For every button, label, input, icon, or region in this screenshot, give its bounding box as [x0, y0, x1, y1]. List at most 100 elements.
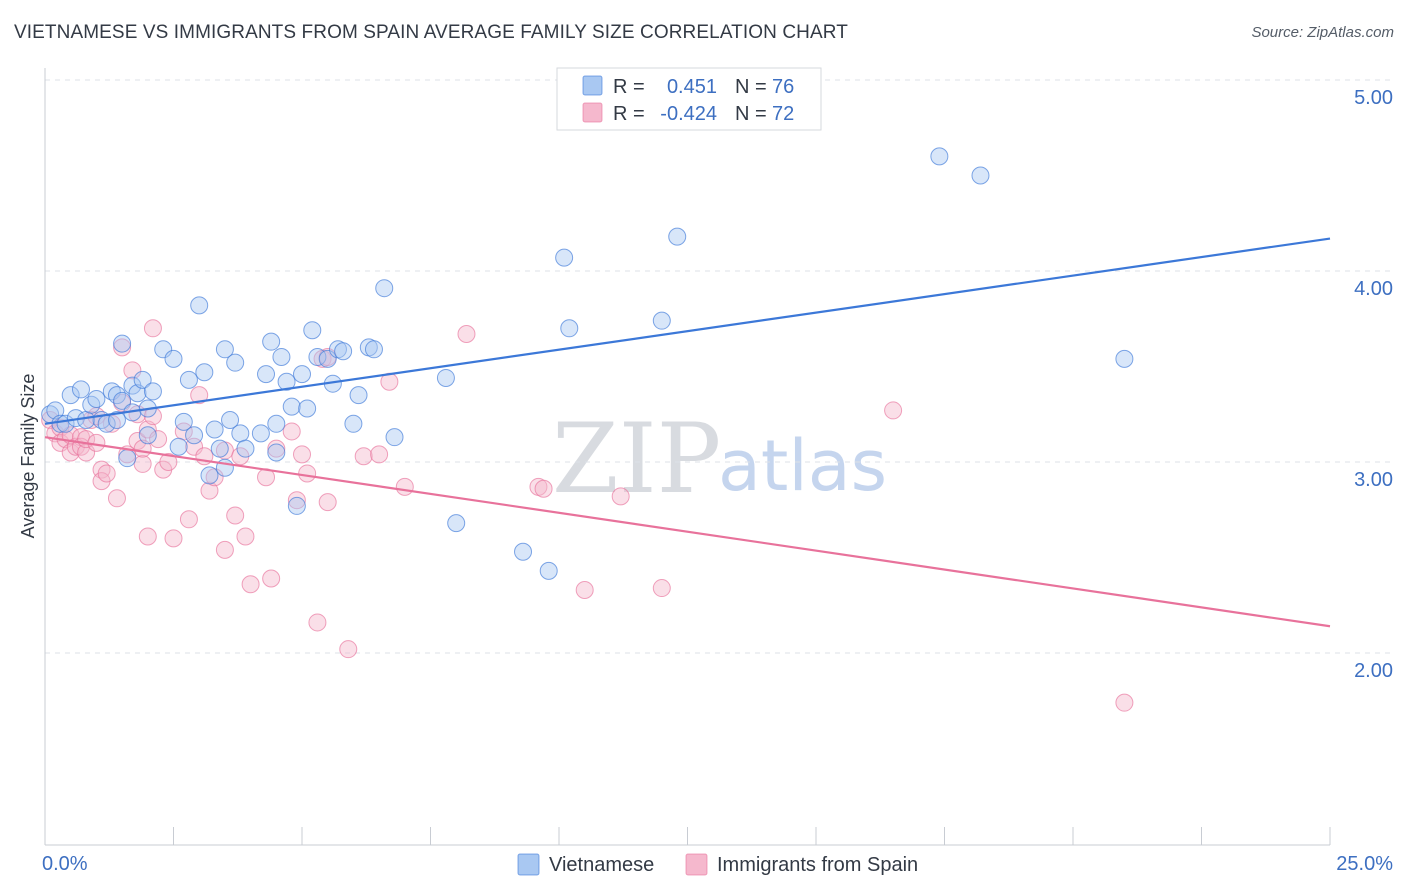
legend-r-label-1: R =	[613, 76, 645, 98]
immigrants-from-spain-point-26	[133, 454, 152, 473]
x-tick-label-min: 0.0%	[42, 853, 88, 875]
vietnamese-point-48	[277, 372, 296, 391]
trend-line-immigrants-from-spain	[44, 436, 1331, 628]
y-axis-title: Average Family Size	[18, 374, 38, 539]
vietnamese-point-51	[293, 365, 311, 384]
vietnamese-point-49	[282, 397, 301, 416]
vietnamese-point-35	[210, 439, 229, 458]
immigrants-from-spain-point-41	[200, 481, 219, 500]
vietnamese-point-44	[262, 332, 281, 351]
vietnamese-point-69	[555, 248, 574, 267]
vietnamese-point-66	[447, 514, 466, 533]
vietnamese-point-16	[113, 334, 132, 353]
immigrants-from-spain-point-62	[370, 445, 389, 464]
immigrants-from-spain-point-67	[534, 479, 553, 498]
trend-line-vietnamese	[44, 237, 1331, 425]
bottom-legend-label-immigrants-from-spain: Immigrants from Spain	[717, 854, 918, 876]
vietnamese-point-34	[205, 420, 224, 439]
chart-title: VIETNAMESE VS IMMIGRANTS FROM SPAIN AVER…	[14, 22, 848, 43]
vietnamese-point-1	[46, 401, 65, 420]
vietnamese-point-15	[113, 391, 132, 410]
watermark-atlas: atlas	[718, 425, 887, 507]
vietnamese-point-39	[226, 353, 245, 372]
vietnamese-point-62	[364, 340, 383, 359]
vietnamese-point-42	[251, 424, 270, 443]
vietnamese-point-7	[77, 410, 96, 429]
legend-n-label-2: N =	[735, 103, 767, 125]
immigrants-from-spain-point-48	[241, 575, 260, 594]
vietnamese-point-40	[231, 424, 250, 443]
vietnamese-point-31	[190, 296, 209, 315]
vietnamese-point-24	[143, 382, 162, 401]
vietnamese-point-28	[174, 412, 193, 431]
vietnamese-point-45	[267, 414, 286, 433]
legend-swatch-immigrants-from-spain	[582, 102, 603, 123]
x-tick-labels: 0.0% 25.0%	[42, 853, 1393, 875]
vietnamese-point-32	[195, 363, 214, 382]
x-tick-label-max: 25.0%	[1336, 853, 1393, 875]
vietnamese-point-38	[221, 410, 240, 429]
y-tick-label-0: 2.00	[1354, 660, 1393, 682]
vietnamese-point-50	[287, 496, 306, 515]
vietnamese-point-23	[138, 426, 157, 445]
y-tick-label-3: 5.00	[1354, 87, 1393, 109]
legend-n-label-1: N =	[735, 76, 767, 98]
vietnamese-point-67	[514, 542, 533, 561]
vietnamese-point-21	[133, 370, 152, 389]
y-tick-label-2: 4.00	[1354, 278, 1393, 300]
legend-r-label-2: R =	[613, 103, 645, 125]
vietnamese-point-52	[298, 399, 317, 418]
bottom-legend: Vietnamese Immigrants from Spain	[517, 853, 918, 876]
bottom-legend-label-vietnamese: Vietnamese	[549, 854, 654, 876]
immigrants-from-spain-point-70	[652, 579, 671, 598]
immigrants-from-spain-point-47	[236, 527, 255, 546]
vietnamese-point-75	[1115, 349, 1134, 368]
immigrants-from-spain-point-68	[575, 580, 594, 599]
vietnamese-point-30	[185, 426, 204, 445]
immigrants-from-spain-point-71	[884, 401, 903, 420]
immigrants-from-spain-point-51	[267, 439, 286, 458]
vietnamese-point-37	[215, 340, 234, 359]
vietnamese-point-43	[257, 365, 276, 384]
immigrants-from-spain-point-35	[164, 529, 183, 548]
axes	[44, 68, 1331, 846]
vietnamese-point-47	[267, 443, 286, 462]
immigrants-from-spain-point-52	[282, 422, 301, 441]
vietnamese-point-60	[349, 386, 368, 405]
vietnamese-point-9	[87, 389, 106, 408]
vietnamese-point-53	[303, 321, 322, 340]
watermark-zip: ZIP	[552, 403, 721, 515]
immigrants-from-spain-point-32	[149, 430, 168, 449]
immigrants-from-spain-point-29	[138, 527, 157, 546]
grid-lines	[45, 79, 1395, 654]
legend-r-value-2: -0.424	[660, 103, 717, 125]
series-immigrants-from-spain-points	[41, 319, 1134, 712]
legend-n-value-1: 76	[772, 76, 794, 98]
immigrants-from-spain-point-56	[308, 613, 327, 632]
immigrants-from-spain-point-37	[179, 510, 198, 529]
immigrants-from-spain-point-34	[159, 453, 178, 471]
immigrants-from-spain-point-72	[1115, 693, 1134, 712]
immigrants-from-spain-point-50	[262, 569, 281, 588]
vietnamese-point-26	[164, 349, 183, 368]
series-vietnamese-points	[41, 147, 1134, 580]
legend-n-value-2: 72	[772, 103, 794, 125]
immigrants-from-spain-point-54	[293, 445, 311, 464]
vietnamese-point-58	[334, 342, 353, 361]
immigrants-from-spain-point-45	[226, 506, 245, 525]
immigrants-from-spain-point-60	[339, 640, 358, 659]
immigrants-from-spain-point-53	[287, 491, 306, 510]
vietnamese-point-33	[200, 466, 219, 485]
immigrants-from-spain-point-69	[611, 487, 630, 506]
immigrants-from-spain-point-58	[318, 493, 337, 512]
vietnamese-point-6	[71, 380, 90, 399]
legend-r-value-1: 0.451	[667, 76, 717, 98]
vietnamese-point-59	[344, 414, 363, 433]
vietnamese-point-14	[107, 410, 126, 429]
vietnamese-point-72	[668, 227, 687, 246]
vietnamese-point-27	[169, 437, 188, 456]
vietnamese-point-13	[107, 386, 126, 405]
watermark: ZIP atlas	[552, 403, 887, 515]
source-credit: Source: ZipAtlas.com	[1251, 24, 1394, 41]
